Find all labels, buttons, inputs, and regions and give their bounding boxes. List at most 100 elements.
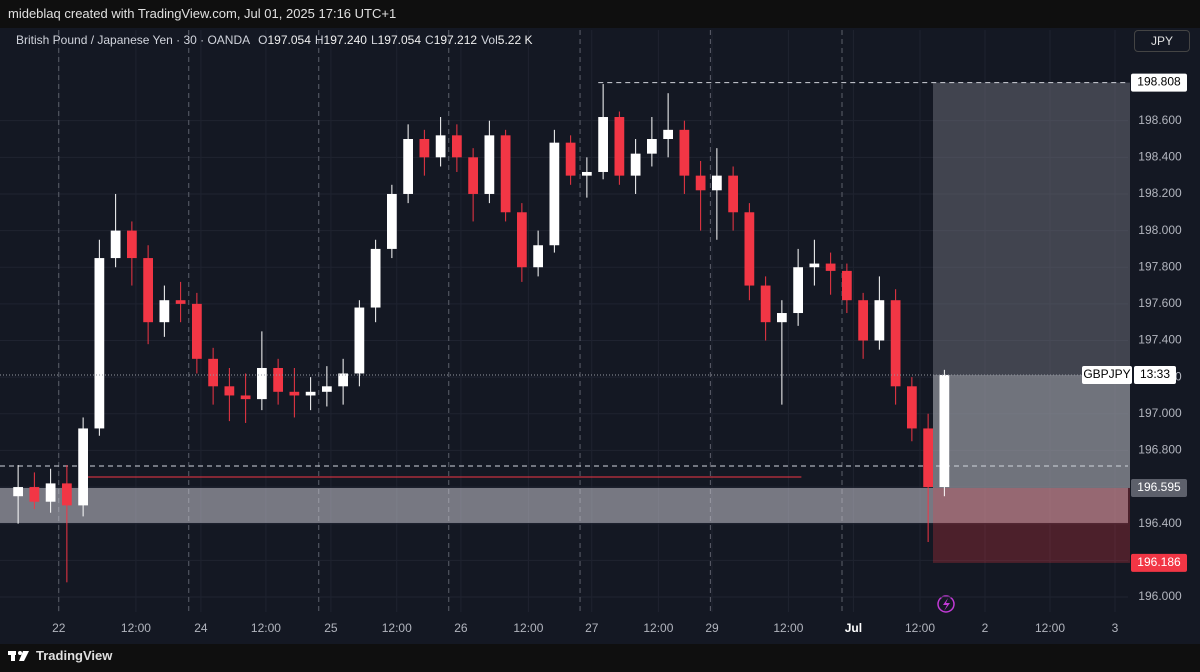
candle-body: [695, 175, 706, 191]
price-tag: 196.186: [1137, 555, 1181, 569]
x-tick-label: 12:00: [905, 621, 935, 635]
candle-body: [94, 258, 105, 429]
candle-body: [906, 386, 917, 429]
candle-body: [273, 367, 283, 392]
candle-body: [468, 157, 478, 194]
ohlc: O197.054 H197.240 L197.054 C197.212 Vol5.22 …: [254, 33, 532, 47]
x-tick-label: 12:00: [1035, 621, 1065, 635]
candle-body: [451, 135, 462, 158]
candle-body: [78, 428, 88, 506]
x-tick-label: 22: [52, 621, 66, 635]
ohlc-key: C: [425, 33, 434, 47]
candle-body: [191, 303, 202, 359]
alert-icon[interactable]: [937, 595, 955, 613]
candle-body: [386, 193, 397, 249]
x-tick-label: 27: [585, 621, 599, 635]
x-tick-label: 2: [982, 621, 989, 635]
price-tag: 196.595: [1137, 480, 1181, 494]
candle-body: [143, 258, 153, 323]
realized-zone: [932, 374, 1130, 488]
currency-button[interactable]: JPY: [1134, 30, 1190, 52]
x-tick-label: 12:00: [251, 621, 281, 635]
candle-body: [29, 487, 40, 502]
candle-body: [159, 300, 170, 323]
x-tick-label: 12:00: [382, 621, 412, 635]
countdown-bg: [1134, 365, 1176, 384]
legend: British Pound / Japanese Yen · 30 · OAND…: [16, 33, 532, 47]
candle-body: [110, 230, 121, 259]
candle-body: [614, 117, 625, 176]
candle-body: [923, 428, 933, 488]
y-tick-label: 198.400: [1138, 149, 1182, 163]
x-tick-label: 12:00: [121, 621, 151, 635]
y-tick-label: 198.600: [1138, 113, 1182, 127]
candle-body: [338, 373, 348, 387]
brand: TradingView: [36, 648, 113, 663]
x-tick-label: 29: [705, 621, 719, 635]
candle-body: [256, 367, 267, 400]
symbol-title: British Pound / Japanese Yen · 30 · OAND…: [16, 33, 251, 47]
x-tick-label: 3: [1112, 621, 1119, 635]
x-tick-label: 24: [194, 621, 208, 635]
candle-body: [13, 487, 23, 497]
candle-body: [289, 391, 300, 396]
footer-band: [0, 644, 1200, 672]
candle-body: [581, 171, 592, 176]
alert-bolt: [943, 598, 950, 611]
candle-body: [403, 138, 413, 194]
price-tag-bg: [1131, 478, 1187, 497]
y-tick-label: 196.400: [1138, 516, 1182, 530]
y-tick-label: 197.000: [1138, 406, 1182, 420]
symbol-tag: GBPJPY: [1083, 367, 1130, 381]
candle-body: [760, 285, 771, 323]
candle-body: [744, 212, 755, 286]
x-tick-label: Jul: [845, 621, 862, 635]
footer: TradingView: [8, 648, 112, 663]
candle-body: [858, 300, 868, 341]
y-tick-label: 197.600: [1138, 296, 1182, 310]
candle-body: [419, 138, 430, 158]
candle-body: [484, 135, 495, 194]
ohlc-value: 5.22 K: [497, 33, 533, 47]
candle-body: [646, 138, 657, 154]
candle-body: [126, 230, 137, 259]
candle-body: [565, 142, 576, 176]
candle-body: [45, 483, 56, 502]
candle-body: [809, 263, 820, 268]
candle-body: [890, 300, 901, 387]
candle-body: [435, 135, 446, 158]
candle-body: [793, 267, 803, 314]
y-tick-label: 196.800: [1138, 443, 1182, 457]
ohlc-key: Vol: [481, 33, 498, 47]
candle-body: [874, 300, 885, 341]
candle-body: [776, 313, 787, 323]
candle-body: [61, 483, 72, 506]
candle-body: [321, 386, 332, 392]
candle-body: [630, 153, 641, 176]
candle-body: [598, 117, 608, 172]
countdown: 13:33: [1140, 367, 1170, 381]
ohlc-value: 197.212: [433, 33, 478, 47]
x-tick-label: 12:00: [773, 621, 803, 635]
ohlc-key: O: [258, 33, 268, 47]
candle-body: [500, 135, 511, 213]
candle-body: [354, 307, 365, 374]
candle-body: [679, 129, 690, 176]
candle-body: [370, 248, 381, 308]
ohlc-value: 197.054: [267, 33, 311, 47]
x-tick-label: 26: [454, 621, 468, 635]
y-tick-label: 198.000: [1138, 223, 1182, 237]
candle-body: [549, 142, 560, 246]
candle-body: [516, 212, 527, 268]
candle-body: [175, 300, 186, 304]
candle-body: [305, 391, 316, 396]
ohlc-value: 197.054: [377, 33, 422, 47]
price-tag-bg: [1131, 553, 1187, 572]
y-tick-label: 197.800: [1138, 259, 1182, 273]
zone: [0, 487, 1128, 523]
target-zone: [932, 82, 1130, 488]
header: mideblaq created with TradingView.com, J…: [8, 6, 397, 21]
candle-body: [825, 263, 836, 271]
ohlc-key: H: [314, 33, 324, 47]
